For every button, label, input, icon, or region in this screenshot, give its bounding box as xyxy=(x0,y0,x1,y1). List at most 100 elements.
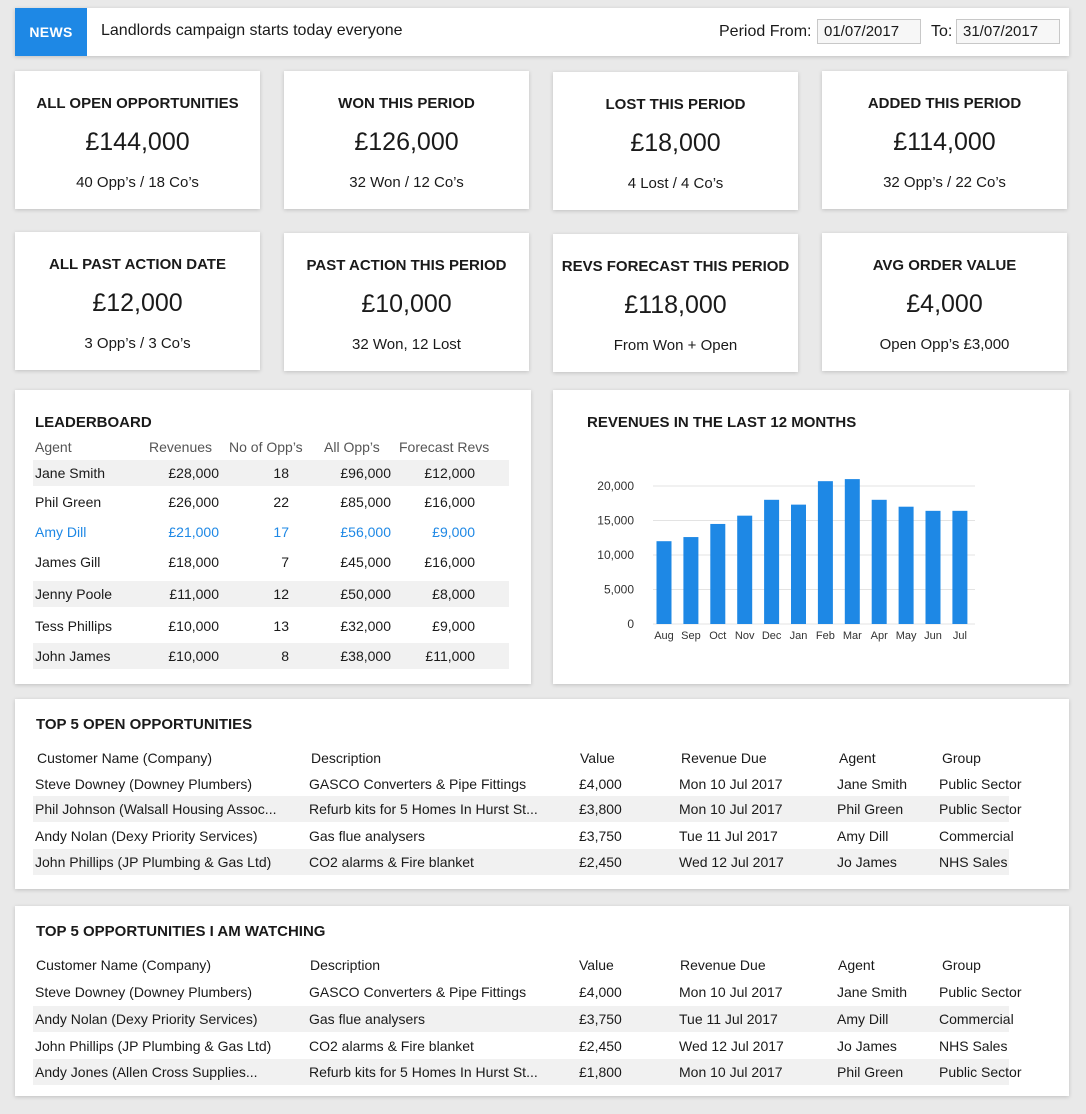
opportunity-row[interactable]: John Phillips (JP Plumbing & Gas Ltd) CO2… xyxy=(33,849,1009,875)
customer-cell: Andy Jones (Allen Cross Supplies... xyxy=(35,1064,258,1080)
kpi-subtitle: 3 Opp’s / 3 Co’s xyxy=(84,335,191,352)
opportunity-row[interactable]: John Phillips (JP Plumbing & Gas Ltd) CO2… xyxy=(33,1033,1009,1059)
chart-bar-jun[interactable] xyxy=(925,510,941,624)
leaderboard-header-revenues[interactable]: Revenues xyxy=(149,439,213,455)
chart-bar-aug[interactable] xyxy=(656,541,672,624)
chart-bar-apr[interactable] xyxy=(871,499,887,624)
leaderboard-header-no-of-opps[interactable]: No of Opp’s xyxy=(229,439,303,455)
kpi-value: £114,000 xyxy=(893,128,996,156)
kpi-title: ADDED THIS PERIOD xyxy=(867,95,1022,112)
kpi-added-this-period[interactable]: ADDED THIS PERIOD £114,000 32 Opp’s / 22… xyxy=(822,71,1067,209)
chart-bar-nov[interactable] xyxy=(737,515,753,624)
kpi-subtitle: From Won + Open xyxy=(613,337,738,354)
value-cell: £1,800 xyxy=(579,1064,622,1080)
kpi-all-open-opportunities[interactable]: ALL OPEN OPPORTUNITIES £144,000 40 Opp’s… xyxy=(15,71,260,209)
no-of-opps-cell: 18 xyxy=(273,465,289,481)
kpi-value: £10,000 xyxy=(361,290,452,318)
description-cell: CO2 alarms & Fire blanket xyxy=(309,1038,474,1054)
kpi-avg-order-value[interactable]: AVG ORDER VALUE £4,000 Open Opp’s £3,000 xyxy=(822,233,1067,371)
period-to-label: To: xyxy=(931,23,953,40)
description-cell: GASCO Converters & Pipe Fittings xyxy=(309,776,527,792)
forecast-revs-cell: £16,000 xyxy=(424,494,475,510)
all-opps-cell: £96,000 xyxy=(340,465,391,481)
leaderboard-header-agent[interactable]: Agent xyxy=(35,439,72,455)
leaderboard-row[interactable]: Jenny Poole £11,000 12 £50,000 £8,000 xyxy=(33,581,509,607)
opp-header-value[interactable]: Value xyxy=(579,957,614,973)
chart-bar-dec[interactable] xyxy=(764,499,780,624)
agent-cell: Jo James xyxy=(837,854,897,870)
agent-cell: Phil Green xyxy=(837,801,904,817)
kpi-subtitle: 40 Opp’s / 18 Co’s xyxy=(76,174,199,191)
opportunity-row[interactable]: Andy Nolan (Dexy Priority Services) Gas f… xyxy=(33,1006,1014,1032)
news-badge[interactable]: NEWS xyxy=(15,8,87,56)
opp-header-revenue-due[interactable]: Revenue Due xyxy=(681,750,767,766)
opp-header-value[interactable]: Value xyxy=(580,750,615,766)
opp-header-revenue-due[interactable]: Revenue Due xyxy=(680,957,766,973)
opp-header-agent[interactable]: Agent xyxy=(838,957,875,973)
y-tick-label: 10,000 xyxy=(597,548,634,562)
kpi-subtitle: 32 Won / 12 Co’s xyxy=(349,174,464,191)
kpi-subtitle: 32 Opp’s / 22 Co’s xyxy=(883,174,1006,191)
kpi-past-action-this-period[interactable]: PAST ACTION THIS PERIOD £10,000 32 Won, … xyxy=(284,233,529,371)
kpi-revs-forecast-this-period[interactable]: REVS FORECAST THIS PERIOD £118,000 From … xyxy=(553,234,798,372)
opp-header-description[interactable]: Description xyxy=(310,957,381,973)
chart-bar-jan[interactable] xyxy=(791,504,806,624)
value-cell: £2,450 xyxy=(579,1038,622,1054)
agent-cell: Amy Dill xyxy=(837,828,889,844)
opp-header-group[interactable]: Group xyxy=(942,957,981,973)
value-cell: £2,450 xyxy=(579,854,622,870)
leaderboard-header-all-opps[interactable]: All Opp’s xyxy=(324,439,380,455)
opportunity-row[interactable]: Phil Johnson (Walsall Housing Assoc... Re… xyxy=(33,796,1021,822)
opp-header-customer[interactable]: Customer Name (Company) xyxy=(37,750,213,766)
agent-cell: Jenny Poole xyxy=(35,586,113,602)
leaderboard-row[interactable]: Tess Phillips £10,000 13 £32,000 £9,000 xyxy=(33,613,509,639)
y-tick-label: 5,000 xyxy=(604,583,634,597)
agent-cell: John James xyxy=(35,648,111,664)
leaderboard-row[interactable]: John James £10,000 8 £38,000 £11,000 xyxy=(33,643,509,669)
x-tick-label: Aug xyxy=(654,630,674,642)
opp-header-agent[interactable]: Agent xyxy=(839,750,876,766)
leaderboard-row[interactable]: Phil Green £26,000 22 £85,000 £16,000 xyxy=(33,489,509,515)
kpi-won-this-period[interactable]: WON THIS PERIOD £126,000 32 Won / 12 Co’… xyxy=(284,71,529,209)
period-to-input[interactable]: 31/07/2017 xyxy=(956,19,1060,44)
leaderboard-row[interactable]: Jane Smith £28,000 18 £96,000 £12,000 xyxy=(33,460,509,486)
chart-bar-sep[interactable] xyxy=(683,537,699,624)
chart-bar-mar[interactable] xyxy=(844,479,860,624)
agent-cell: Jane Smith xyxy=(837,984,908,1000)
group-cell: Public Sector xyxy=(939,776,1022,792)
leaderboard-row[interactable]: Amy Dill £21,000 17 £56,000 £9,000 xyxy=(33,519,509,545)
x-tick-label: Dec xyxy=(762,630,782,642)
leaderboard-header-forecast-revs[interactable]: Forecast Revs xyxy=(399,439,490,455)
kpi-title: AVG ORDER VALUE xyxy=(872,257,1017,274)
kpi-value: £18,000 xyxy=(630,129,721,157)
revenue-due-cell: Wed 12 Jul 2017 xyxy=(679,1038,784,1054)
kpi-value: £126,000 xyxy=(354,128,459,156)
kpi-all-past-action-date[interactable]: ALL PAST ACTION DATE £12,000 3 Opp’s / 3… xyxy=(15,232,260,370)
revenues-cell: £18,000 xyxy=(168,554,219,570)
group-cell: NHS Sales xyxy=(939,1038,1008,1054)
opportunity-row[interactable]: Steve Downey (Downey Plumbers) GASCO Conv… xyxy=(33,771,1021,797)
x-tick-label: Nov xyxy=(735,630,755,642)
customer-cell: John Phillips (JP Plumbing & Gas Ltd) xyxy=(35,1038,272,1054)
opportunity-row[interactable]: Andy Nolan (Dexy Priority Services) Gas f… xyxy=(33,823,1014,849)
x-tick-label: Jul xyxy=(953,630,967,642)
no-of-opps-cell: 7 xyxy=(281,554,289,570)
agent-cell: Phil Green xyxy=(837,1064,904,1080)
opportunity-row[interactable]: Steve Downey (Downey Plumbers) GASCO Conv… xyxy=(33,979,1021,1005)
period-from-input[interactable]: 01/07/2017 xyxy=(817,19,921,44)
kpi-title: REVS FORECAST THIS PERIOD xyxy=(561,258,790,275)
chart-bar-may[interactable] xyxy=(898,506,914,624)
opp-header-customer[interactable]: Customer Name (Company) xyxy=(36,957,212,973)
customer-cell: John Phillips (JP Plumbing & Gas Ltd) xyxy=(35,854,272,870)
all-opps-cell: £45,000 xyxy=(340,554,391,570)
chart-bar-oct[interactable] xyxy=(710,523,726,624)
revenues-cell: £26,000 xyxy=(168,494,219,510)
leaderboard-row[interactable]: James Gill £18,000 7 £45,000 £16,000 xyxy=(33,549,509,575)
opp-header-description[interactable]: Description xyxy=(311,750,382,766)
value-cell: £3,800 xyxy=(579,801,622,817)
opportunity-row[interactable]: Andy Jones (Allen Cross Supplies... Refur… xyxy=(33,1059,1021,1085)
kpi-lost-this-period[interactable]: LOST THIS PERIOD £18,000 4 Lost / 4 Co’s xyxy=(553,72,798,210)
opp-header-group[interactable]: Group xyxy=(942,750,981,766)
chart-bar-jul[interactable] xyxy=(952,510,968,624)
chart-bar-feb[interactable] xyxy=(817,481,833,624)
